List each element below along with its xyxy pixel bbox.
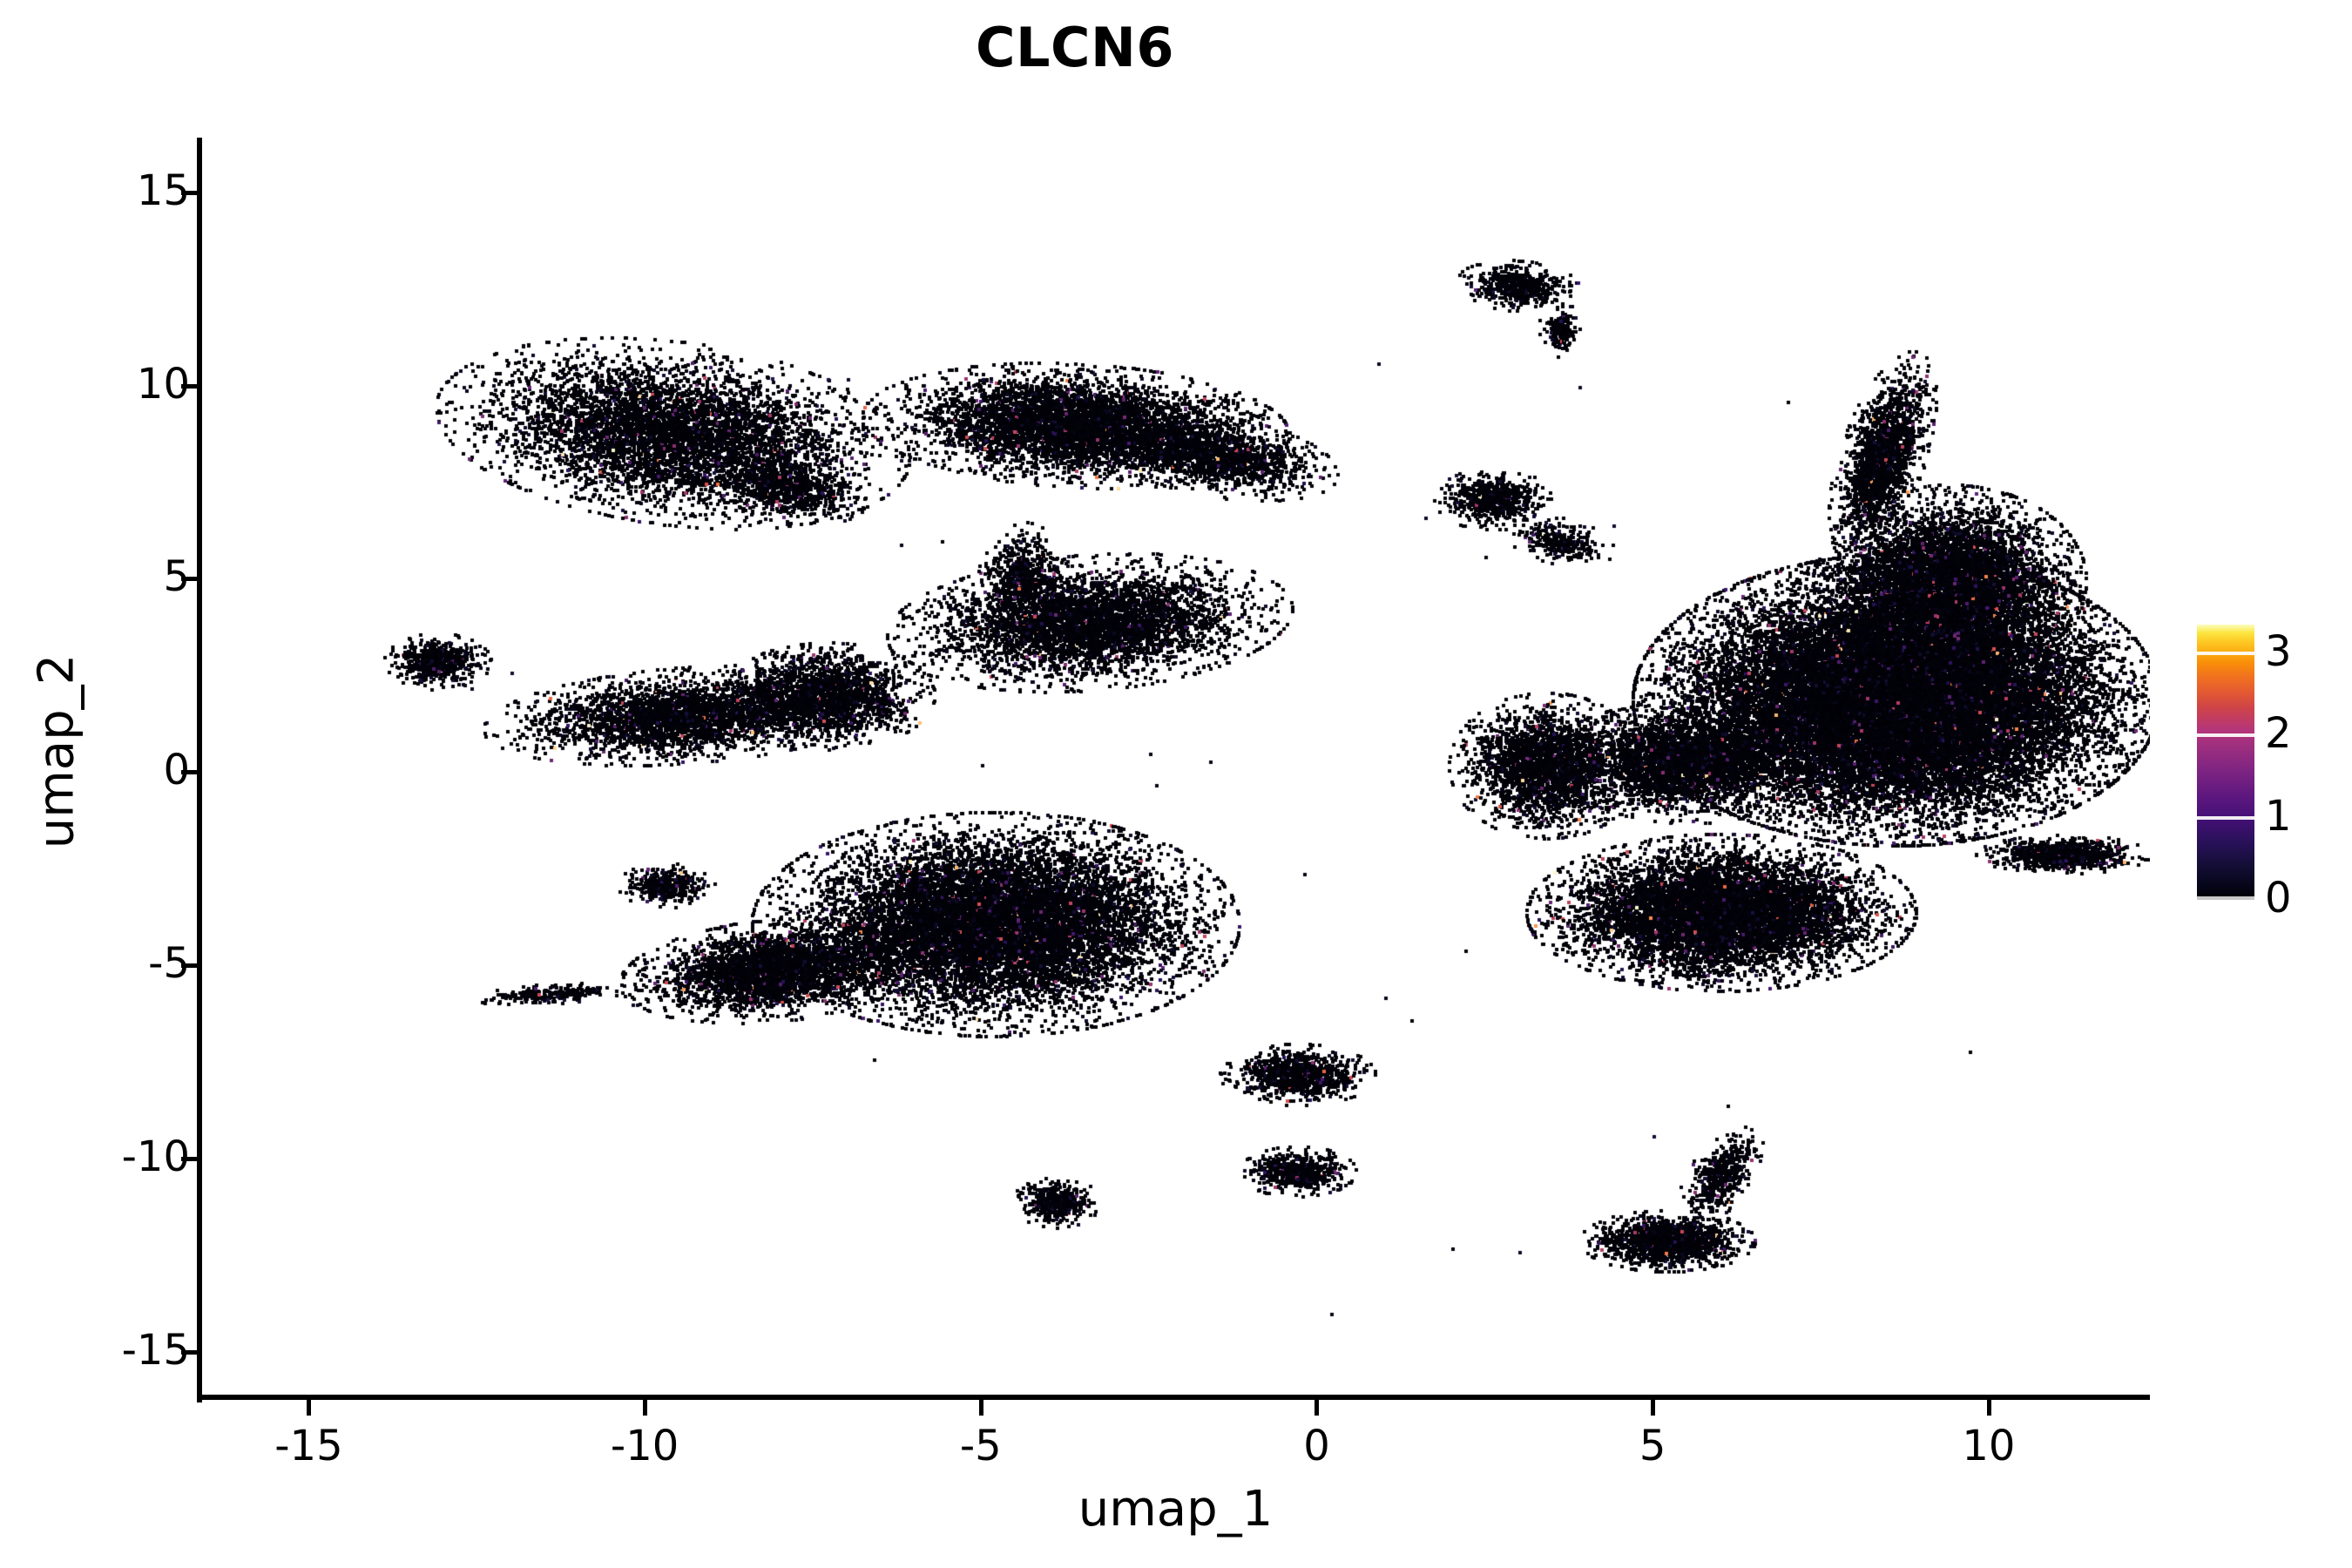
y-tick-mark: [181, 383, 197, 389]
y-tick-label: 5: [163, 552, 190, 602]
y-axis-spine: [197, 138, 202, 1402]
x-tick-label: 5: [1639, 1422, 1666, 1470]
y-tick-label: -10: [121, 1132, 190, 1181]
y-tick-label: 0: [163, 746, 190, 795]
colorbar-gradient: [2197, 625, 2254, 900]
colorbar-tick-mark: [2197, 896, 2254, 900]
x-tick-mark: [978, 1400, 983, 1416]
x-tick-mark: [1986, 1400, 1991, 1416]
x-tick-mark: [643, 1400, 648, 1416]
colorbar-tick-mark: [2197, 815, 2254, 820]
colorbar-tick-mark: [2197, 733, 2254, 738]
colorbar-tick-label: 0: [2265, 874, 2292, 923]
x-tick-label: 0: [1303, 1422, 1330, 1470]
y-tick-mark: [181, 770, 197, 775]
y-tick-mark: [181, 1156, 197, 1161]
y-tick-label: -5: [148, 939, 190, 989]
y-axis-label: umap_2: [28, 653, 85, 849]
y-tick-mark: [181, 1349, 197, 1355]
x-tick-label: 10: [1962, 1422, 2016, 1470]
colorbar-tick-label: 1: [2265, 791, 2292, 841]
x-tick-mark: [1315, 1400, 1320, 1416]
x-tick-label: -15: [274, 1422, 343, 1470]
x-tick-label: -10: [610, 1422, 679, 1470]
x-axis-spine: [197, 1395, 2150, 1400]
y-tick-mark: [181, 963, 197, 969]
x-axis-label: umap_1: [1078, 1481, 1274, 1538]
y-tick-label: 15: [136, 166, 190, 215]
y-tick-mark: [181, 577, 197, 582]
x-tick-label: -5: [959, 1422, 1002, 1470]
y-tick-label: -15: [121, 1325, 190, 1375]
y-tick-label: 10: [136, 359, 190, 409]
scatter-plot-canvas: [201, 142, 2150, 1398]
colorbar-tick-label: 2: [2265, 709, 2292, 759]
colorbar-tick-label: 3: [2265, 627, 2292, 676]
x-tick-mark: [307, 1400, 312, 1416]
x-tick-mark: [1651, 1400, 1656, 1416]
colorbar-tick-mark: [2197, 652, 2254, 655]
plot-area: [201, 142, 2150, 1398]
y-tick-mark: [181, 190, 197, 195]
chart-title: CLCN6: [975, 16, 1175, 79]
